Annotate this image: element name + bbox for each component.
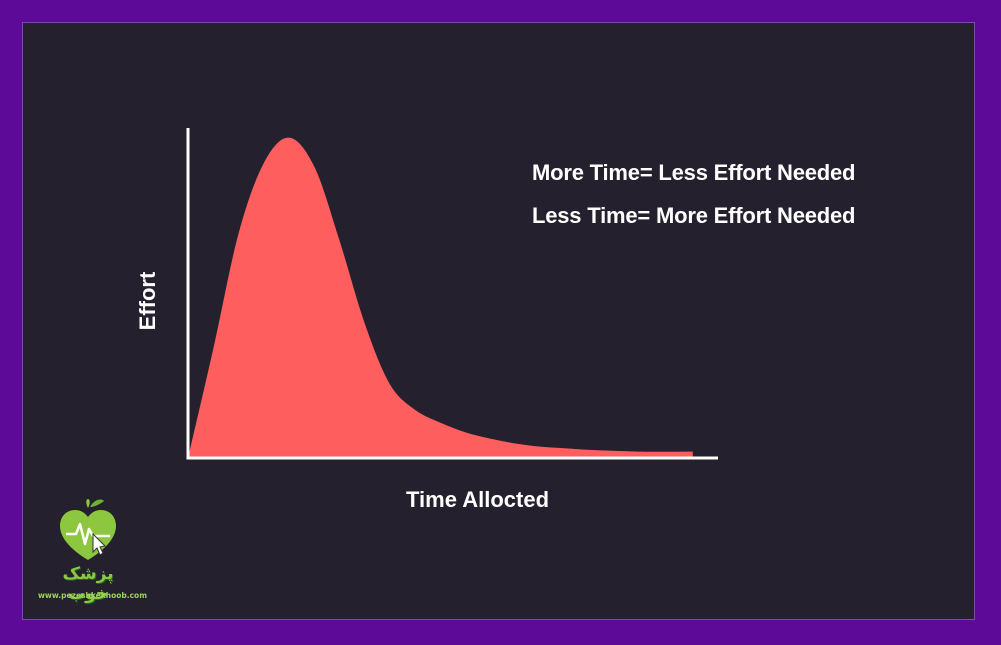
effort-area-series-0 [188,137,693,458]
brand-logo: پزشک خوب www.pezeshkekhoob.com [38,498,148,608]
logo-name: پزشک خوب [62,564,114,604]
x-axis-label: Time Allocted [406,487,550,512]
annotation-less-time: Less Time= More Effort Needed [532,203,856,228]
logo-url: www.pezeshkekhoob.com [38,591,148,600]
chart-frame [22,22,975,620]
annotation-more-time: More Time= Less Effort Needed [532,160,856,185]
y-axis-label: Effort [135,271,160,331]
apple-heart-icon [60,499,116,560]
